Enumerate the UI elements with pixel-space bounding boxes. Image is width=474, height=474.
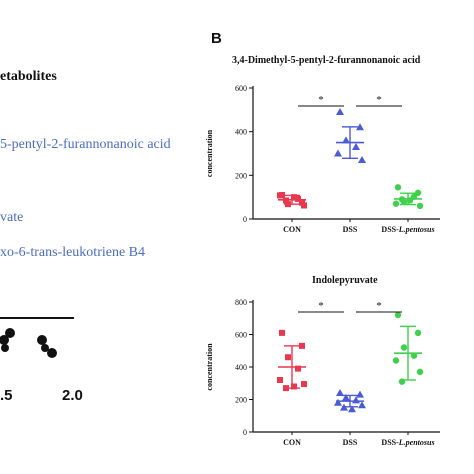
x-tick-label: DSS bbox=[343, 438, 358, 447]
data-point bbox=[342, 393, 350, 401]
data-point bbox=[279, 329, 285, 336]
data-point bbox=[277, 377, 283, 383]
left-dot bbox=[1, 344, 9, 352]
y-tick-label: 400 bbox=[235, 363, 247, 372]
data-point bbox=[398, 196, 406, 203]
left-item-1: 5-pentyl-2-furannonanoic acid bbox=[0, 137, 171, 152]
y-axis-label: concentration bbox=[205, 343, 214, 391]
data-point bbox=[398, 378, 406, 385]
chart-title: Indolepyruvate bbox=[312, 275, 378, 286]
data-point bbox=[416, 202, 424, 210]
y-tick-label: 0 bbox=[243, 428, 247, 437]
data-point bbox=[336, 108, 344, 116]
left-dot bbox=[41, 344, 49, 352]
data-point bbox=[283, 385, 289, 392]
data-point bbox=[334, 149, 342, 157]
left-item-3: xo-6-trans-leukotriene B4 bbox=[0, 245, 145, 260]
data-point bbox=[352, 396, 360, 404]
left-dots bbox=[0, 328, 57, 358]
data-point bbox=[291, 383, 297, 390]
data-point bbox=[301, 381, 307, 388]
data-point bbox=[392, 357, 400, 364]
x-tick-label: DSS bbox=[343, 225, 358, 234]
left-panel-header: etabolites bbox=[0, 69, 57, 84]
y-tick-label: 800 bbox=[235, 298, 247, 307]
left-dot bbox=[5, 328, 15, 338]
left-dot bbox=[47, 348, 57, 358]
data-point bbox=[285, 354, 291, 361]
data-point bbox=[394, 311, 402, 319]
data-point bbox=[295, 365, 301, 372]
data-point bbox=[277, 192, 283, 199]
data-point bbox=[406, 197, 414, 204]
chart-title: 3,4-Dimethyl-5-pentyl-2-furannonanoic ac… bbox=[232, 55, 421, 66]
data-point bbox=[299, 342, 305, 349]
data-point bbox=[356, 123, 364, 131]
significance-label: * bbox=[376, 94, 382, 106]
panel-label: B bbox=[211, 30, 222, 47]
y-tick-label: 400 bbox=[235, 128, 247, 137]
chart-bottom: Indolepyruvate 0 200 400 600 800 concentration… bbox=[205, 275, 440, 447]
data-point bbox=[336, 389, 344, 396]
data-point bbox=[414, 329, 422, 337]
data-point bbox=[285, 201, 291, 208]
x-tick-label: CON bbox=[283, 438, 301, 447]
data-point bbox=[295, 195, 301, 202]
data-point bbox=[348, 405, 356, 413]
y-tick-label: 200 bbox=[235, 171, 247, 180]
left-dot bbox=[37, 335, 47, 345]
data-point bbox=[392, 200, 400, 207]
data-point bbox=[291, 194, 297, 201]
significance-label: * bbox=[376, 300, 382, 312]
data-point bbox=[416, 368, 424, 376]
chart-top: 3,4-Dimethyl-5-pentyl-2-furannonanoic ac… bbox=[205, 55, 440, 234]
y-tick-label: 200 bbox=[235, 396, 247, 405]
data-point bbox=[340, 403, 348, 411]
y-axis-label: concentration bbox=[205, 129, 214, 177]
data-point bbox=[283, 197, 289, 204]
data-point bbox=[342, 136, 350, 144]
left-dot bbox=[0, 335, 9, 345]
y-tick-label: 600 bbox=[235, 331, 247, 340]
data-point bbox=[394, 184, 402, 191]
data-point bbox=[358, 156, 366, 164]
x-tick-label: CON bbox=[283, 225, 301, 234]
data-point bbox=[358, 401, 366, 409]
left-tick-label: 2.0 bbox=[62, 387, 83, 404]
x-tick-label: DSS-L.pentosus bbox=[381, 225, 434, 234]
significance-label: * bbox=[318, 300, 324, 312]
significance-label: * bbox=[318, 94, 324, 106]
data-point bbox=[414, 189, 422, 196]
left-tick-label: .5 bbox=[0, 387, 13, 404]
data-point bbox=[356, 390, 364, 398]
data-point bbox=[410, 352, 418, 359]
data-point bbox=[352, 142, 360, 150]
x-tick-label: DSS-L.pentosus bbox=[381, 438, 434, 447]
left-item-2: vate bbox=[0, 210, 23, 225]
data-point bbox=[400, 344, 408, 351]
y-tick-label: 600 bbox=[235, 84, 247, 93]
y-tick-label: 0 bbox=[243, 215, 247, 224]
left-panel: etabolites 5-pentyl-2-furannonanoic acid… bbox=[0, 69, 171, 404]
data-point bbox=[334, 398, 342, 406]
data-point bbox=[301, 202, 307, 209]
